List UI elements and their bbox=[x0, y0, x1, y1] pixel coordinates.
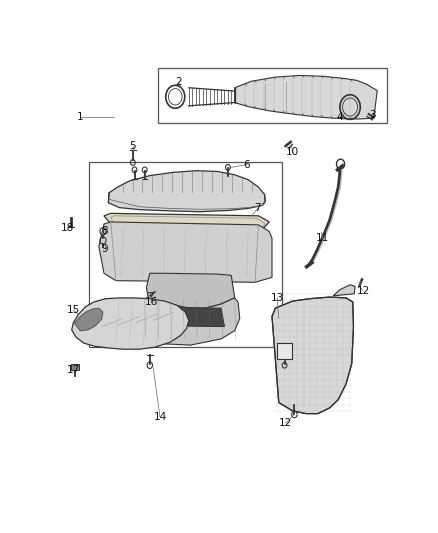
Polygon shape bbox=[108, 171, 265, 212]
Text: 4: 4 bbox=[336, 112, 343, 122]
Text: 12: 12 bbox=[279, 418, 292, 428]
Text: 13: 13 bbox=[270, 293, 284, 303]
Text: 11: 11 bbox=[316, 233, 329, 244]
Text: 16: 16 bbox=[145, 297, 158, 307]
Text: 14: 14 bbox=[153, 412, 166, 422]
Polygon shape bbox=[71, 364, 78, 370]
Text: 15: 15 bbox=[67, 305, 80, 315]
Text: 7: 7 bbox=[254, 204, 261, 213]
Text: 17: 17 bbox=[67, 365, 80, 375]
Text: 1: 1 bbox=[77, 112, 84, 122]
Text: 3: 3 bbox=[369, 110, 375, 120]
Polygon shape bbox=[277, 343, 293, 359]
Bar bbox=[158, 68, 387, 124]
Polygon shape bbox=[104, 213, 269, 228]
Polygon shape bbox=[72, 298, 189, 349]
Text: 10: 10 bbox=[286, 147, 299, 157]
Text: 9: 9 bbox=[102, 245, 108, 254]
Text: 2: 2 bbox=[175, 77, 182, 87]
Polygon shape bbox=[136, 298, 240, 345]
Polygon shape bbox=[272, 297, 353, 414]
Polygon shape bbox=[160, 307, 224, 327]
Text: 8: 8 bbox=[102, 227, 108, 237]
Text: 6: 6 bbox=[243, 159, 250, 169]
Text: 12: 12 bbox=[357, 286, 370, 295]
Text: 5: 5 bbox=[130, 141, 136, 151]
Polygon shape bbox=[146, 273, 235, 311]
Polygon shape bbox=[333, 285, 355, 296]
Polygon shape bbox=[99, 222, 272, 282]
Polygon shape bbox=[74, 308, 103, 330]
Bar bbox=[88, 163, 282, 347]
Polygon shape bbox=[235, 76, 377, 119]
Text: 18: 18 bbox=[61, 223, 74, 233]
